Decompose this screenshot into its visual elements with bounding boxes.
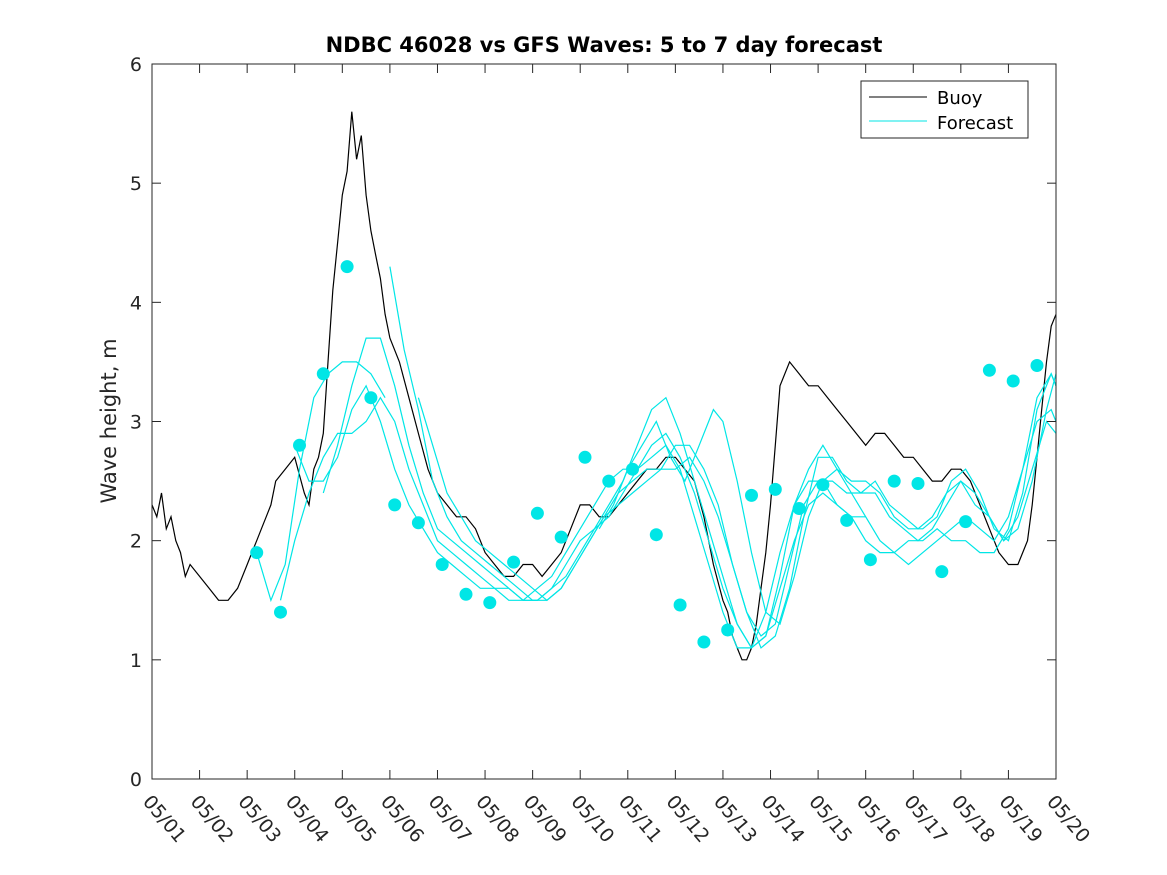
y-tick-label: 4 [130, 292, 142, 314]
legend-buoy-label: Buoy [937, 88, 983, 109]
forecast-markers [250, 260, 1044, 649]
forecast-marker [316, 367, 330, 381]
forecast-marker [483, 596, 497, 610]
forecast-marker [911, 477, 925, 490]
forecast-marker [293, 438, 306, 452]
y-axis-label: Wave height, m [97, 338, 121, 503]
forecast-marker [554, 530, 568, 544]
forecast-marker [459, 587, 473, 601]
forecast-line-6 [417, 373, 1057, 637]
forecast-marker [768, 482, 782, 496]
forecast-marker [959, 515, 973, 529]
forecast-marker [816, 478, 830, 492]
y-tick-label: 5 [130, 173, 142, 195]
forecast-marker [340, 260, 354, 274]
forecast-marker [411, 516, 425, 530]
forecast-marker [673, 598, 687, 612]
forecast-marker [649, 528, 663, 542]
forecast-marker [274, 605, 287, 619]
y-tick-label: 1 [130, 650, 142, 672]
forecast-marker [530, 506, 544, 520]
forecast-series-group [256, 266, 1057, 649]
forecast-marker [697, 635, 711, 649]
forecast-marker [935, 565, 949, 579]
legend-forecast-label: Forecast [937, 113, 1013, 134]
forecast-marker [626, 462, 639, 476]
buoy-series [151, 111, 1057, 661]
chart-title: NDBC 46028 vs GFS Waves: 5 to 7 day fore… [326, 33, 883, 57]
forecast-marker [364, 391, 378, 405]
forecast-line-1 [256, 361, 386, 603]
forecast-marker [1006, 374, 1020, 388]
forecast-marker [863, 553, 877, 567]
forecast-marker [840, 513, 854, 527]
forecast-marker [792, 502, 806, 515]
forecast-marker [507, 555, 521, 569]
forecast-line-3 [294, 384, 1057, 649]
legend: Buoy Forecast [860, 80, 1029, 139]
forecast-line-5 [389, 266, 1057, 649]
forecast-marker [721, 623, 735, 637]
buoy-line [151, 111, 1057, 661]
legend-box [860, 80, 1029, 139]
y-tick-label: 2 [130, 531, 142, 553]
forecast-marker [578, 450, 592, 464]
forecast-marker [602, 474, 616, 488]
forecast-marker [250, 546, 264, 560]
forecast-line-4 [322, 337, 1057, 649]
forecast-marker [982, 363, 996, 377]
forecast-marker [388, 498, 402, 512]
y-tick-label: 6 [130, 54, 142, 76]
forecast-marker [887, 474, 901, 488]
forecast-marker [435, 558, 449, 571]
forecast-marker [745, 488, 758, 502]
y-tick-label: 0 [130, 769, 142, 791]
y-tick-label: 3 [130, 412, 142, 434]
forecast-marker [1030, 359, 1044, 372]
forecast-line-7 [598, 372, 1057, 626]
